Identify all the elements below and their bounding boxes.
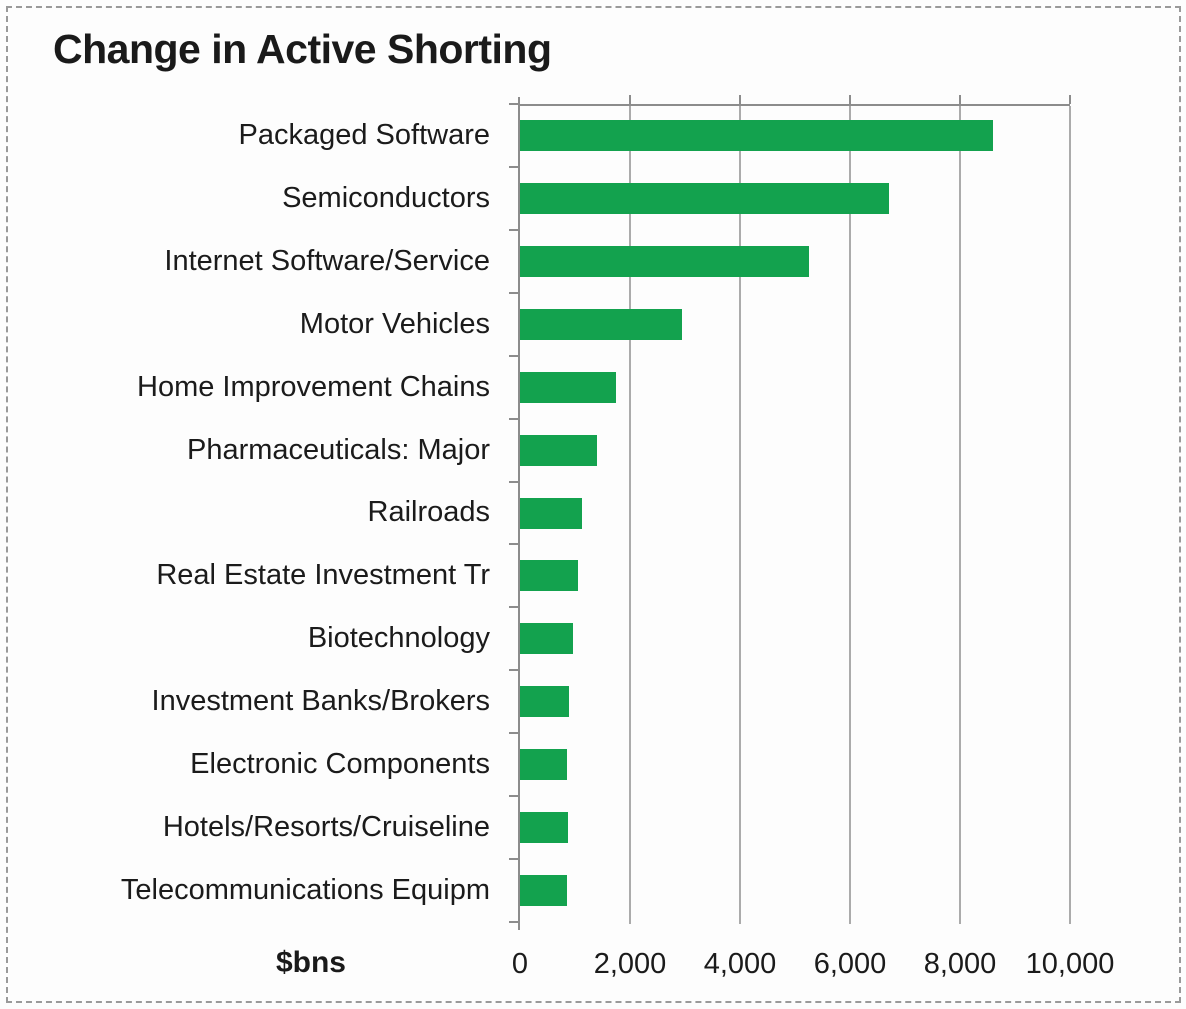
x-axis-tick-labels: 0 2,000 4,000 6,000 8,000 10,000 <box>0 948 1186 988</box>
bar <box>520 686 569 718</box>
category-label: Hotels/Resorts/Cruiseline <box>162 811 490 844</box>
category-label: Packaged Software <box>238 118 490 151</box>
bar <box>520 749 568 781</box>
bar <box>520 245 809 277</box>
gridline <box>849 106 851 924</box>
category-label: Internet Software/Service <box>164 244 490 277</box>
y-axis-line <box>518 97 520 930</box>
plot-area <box>520 95 1071 924</box>
bar <box>520 623 573 655</box>
category-axis-labels: Packaged Software Semiconductors Internet … <box>0 104 490 922</box>
y-axis-tick <box>509 480 519 483</box>
category-label: Motor Vehicles <box>299 307 490 340</box>
gridline <box>959 106 961 924</box>
y-axis-tick <box>509 921 519 923</box>
bar <box>520 812 568 844</box>
y-axis-tick <box>509 543 519 546</box>
top-axis-tick <box>739 95 741 104</box>
y-axis-tick <box>509 165 519 168</box>
y-axis-tick <box>509 354 519 357</box>
x-tick-label: 8,000 <box>923 948 997 980</box>
top-axis-tick <box>629 95 631 104</box>
y-axis-tick <box>509 291 519 294</box>
y-axis-tick <box>509 103 519 105</box>
gridline <box>629 106 631 924</box>
x-tick-label: 10,000 <box>1025 948 1115 980</box>
category-label: Home Improvement Chains <box>137 370 490 403</box>
x-tick-label: 2,000 <box>593 948 667 980</box>
y-axis-tick <box>509 858 519 861</box>
category-label: Railroads <box>367 496 491 529</box>
category-label: Real Estate Investment Tr <box>156 559 490 592</box>
bar <box>520 875 567 907</box>
category-label: Investment Banks/Brokers <box>151 685 490 718</box>
chart-title: Change in Active Shorting <box>53 26 552 72</box>
x-tick-label: 6,000 <box>813 948 887 980</box>
gridline <box>739 106 741 924</box>
y-axis-tick <box>509 795 519 798</box>
x-axis-unit-label: $bns <box>275 946 346 979</box>
bar <box>520 560 578 592</box>
bar <box>520 119 993 151</box>
category-label: Semiconductors <box>282 181 490 214</box>
bar <box>520 371 617 403</box>
top-axis-tick <box>959 95 961 104</box>
top-axis-tick <box>1069 95 1071 104</box>
y-axis-tick <box>509 606 519 609</box>
bar <box>520 182 889 214</box>
y-axis-tick <box>509 669 519 672</box>
category-label: Electronic Components <box>190 748 490 781</box>
bar <box>520 497 583 529</box>
category-label: Telecommunications Equipm <box>120 874 490 907</box>
bar <box>520 308 683 340</box>
y-axis-tick <box>509 732 519 735</box>
y-axis-tick <box>509 417 519 420</box>
x-tick-label: 4,000 <box>703 948 777 980</box>
category-label: Biotechnology <box>307 622 490 655</box>
y-axis-tick <box>509 228 519 231</box>
top-axis-tick <box>849 95 851 104</box>
gridline <box>1069 106 1071 924</box>
x-tick-label: 0 <box>511 948 529 980</box>
category-label: Pharmaceuticals: Major <box>187 433 490 466</box>
bar <box>520 434 597 466</box>
